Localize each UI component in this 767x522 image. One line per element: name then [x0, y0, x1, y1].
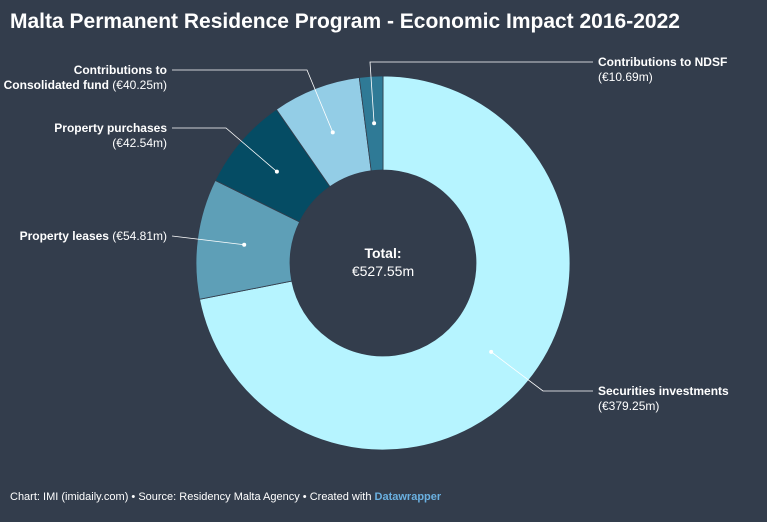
footer-brand-link[interactable]: Datawrapper — [374, 491, 442, 503]
leader-line-contributions-to-consolidated-fund — [172, 69, 334, 133]
center-total-value: €527.55m — [352, 263, 414, 279]
center-total-label: Total: — [364, 245, 401, 261]
anchor-dot-property-purchases — [274, 169, 279, 174]
slice-contributions-to-ndsf[interactable] — [358, 75, 384, 172]
slice-securities-investments[interactable] — [199, 75, 571, 451]
label-contributions-to-ndsf: Contributions to NDSF (€10.69m) — [598, 55, 727, 84]
chart-footer: Chart: IMI (imidaily.com) • Source: Resi… — [10, 491, 441, 503]
slice-labels: Securities investments (€379.25m) Property… — [4, 55, 729, 413]
leader-line-property-leases — [171, 235, 245, 246]
leader-line-contributions-to-ndsf — [369, 61, 593, 124]
label-securities-investments: Securities investments (€379.25m) — [598, 384, 729, 413]
anchor-dot-contributions-to-consolidated-fund — [330, 130, 335, 135]
anchor-dot-contributions-to-ndsf — [372, 121, 377, 126]
label-contributions-to-consolidated-fund: Contributions to Consolidated fund (€40.2… — [4, 63, 167, 92]
label-property-leases: Property leases (€54.81m) — [20, 229, 167, 243]
donut-slices — [195, 75, 571, 451]
label-property-purchases: Property purchases (€42.54m) — [54, 121, 167, 150]
footer-credit: Chart: IMI (imidaily.com) • Source: Resi… — [10, 491, 375, 503]
anchor-dot-securities-investments — [489, 349, 494, 354]
anchor-dot-property-leases — [242, 242, 247, 247]
leader-lines — [171, 61, 593, 392]
chart-title: Malta Permanent Residence Program - Econ… — [10, 10, 680, 33]
leader-line-property-purchases — [172, 127, 278, 172]
leader-line-securities-investments — [490, 351, 593, 392]
